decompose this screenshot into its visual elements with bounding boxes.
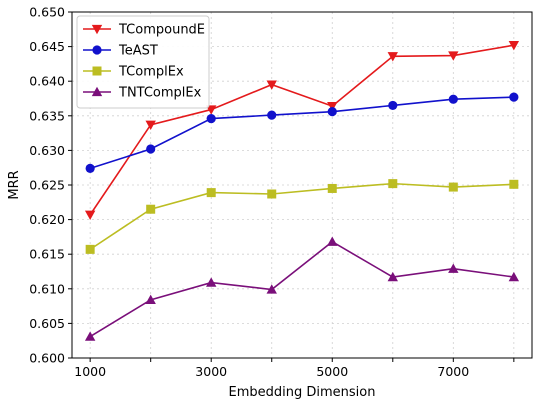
legend-marker-tntcomplex [91, 86, 103, 97]
data-point-tntcomplex [387, 271, 398, 282]
series-group [84, 41, 520, 341]
y-tick-label: 0.610 [29, 281, 65, 296]
data-point-tcomplex [267, 189, 277, 199]
data-point-tcomplex [85, 244, 95, 254]
data-point-tcompounde [387, 52, 398, 62]
legend-box [76, 15, 210, 109]
data-point-teast [146, 144, 156, 154]
legend-label-tcomplex: TComplEx [118, 65, 184, 80]
x-tick-label: 1000 [74, 364, 106, 379]
x-axis-label: Embedding Dimension [229, 385, 376, 400]
y-tick-label: 0.625 [29, 178, 65, 193]
legend-marker-teast [92, 45, 102, 55]
x-tick-label: 7000 [437, 364, 469, 379]
data-point-tcomplex [448, 182, 458, 192]
data-point-teast [206, 113, 216, 124]
data-point-tcomplex [146, 204, 156, 214]
legend-label-tntcomplex: TNTComplEx [118, 86, 202, 101]
y-tick-label: 0.605 [29, 316, 65, 331]
data-point-teast [388, 100, 398, 111]
series-line-tcomplex [89, 182, 514, 251]
y-tick-label: 0.615 [29, 247, 65, 262]
data-point-tcompounde [327, 101, 338, 112]
legend: TCompoundE TeAST TComplEx TNTComplEx [76, 15, 210, 109]
data-point-tntcomplex [448, 263, 459, 273]
legend-marker-tcompounde [91, 24, 103, 35]
y-tick-label: 0.645 [29, 39, 65, 54]
data-point-tntcomplex [84, 331, 96, 341]
y-tick-label: 0.620 [29, 212, 65, 227]
x-tick-label: 3000 [195, 364, 227, 379]
data-point-tntcomplex [327, 236, 338, 246]
data-point-teast [509, 92, 519, 102]
series-line-teast [89, 96, 514, 170]
series-line-tcompounde [89, 44, 514, 216]
data-point-tcompounde [206, 105, 217, 115]
legend-label-teast: TeAST [118, 44, 158, 59]
data-point-teast [85, 163, 95, 173]
data-point-tcomplex [509, 179, 519, 189]
data-point-tcomplex [388, 179, 398, 189]
data-point-tcompounde [266, 80, 277, 90]
y-tick-label: 0.650 [29, 5, 65, 20]
data-point-tntcomplex [266, 284, 277, 294]
legend-marker-tcomplex [92, 66, 102, 76]
data-point-tntcomplex [206, 277, 217, 287]
data-point-teast [267, 110, 277, 120]
data-point-tcompounde [145, 120, 156, 130]
legend-label-tcompounde: TCompoundE [118, 23, 205, 38]
data-point-tcompounde [448, 51, 459, 61]
data-point-tcompounde [508, 41, 520, 51]
axes: 0.600 0.605 0.610 0.615 0.620 0.625 0.630 0.635… [29, 5, 533, 379]
series-line-tntcomplex [89, 240, 514, 338]
data-point-tcomplex [206, 188, 216, 198]
y-tick-label: 0.640 [29, 74, 65, 89]
data-point-teast [448, 94, 458, 104]
data-point-tntcomplex [145, 294, 156, 305]
data-point-tcompounde [84, 210, 96, 220]
y-axis-label: MRR [7, 170, 22, 199]
y-tick-label: 0.630 [29, 143, 65, 158]
data-point-teast [327, 107, 337, 117]
data-point-tcomplex [327, 183, 337, 193]
y-tick-label: 0.635 [29, 108, 65, 123]
y-tick-label: 0.600 [29, 351, 65, 366]
x-tick-label: 5000 [316, 364, 348, 379]
data-point-tntcomplex [508, 271, 520, 282]
